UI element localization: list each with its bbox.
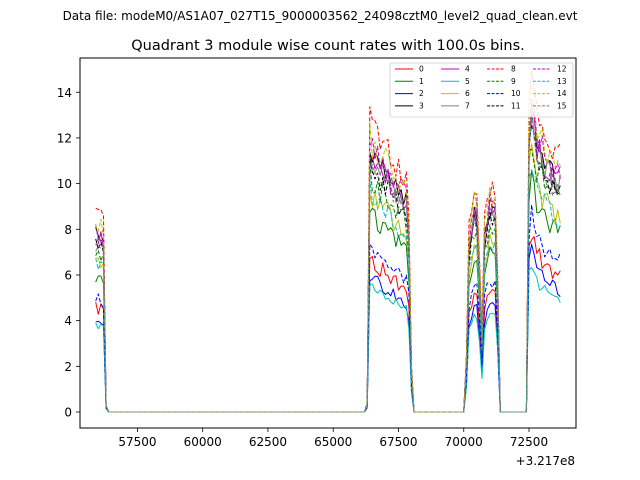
x-tick-label: 62500 (249, 435, 287, 449)
x-axis-offset-label: +3.217e8 (516, 454, 575, 468)
legend-label-7: 7 (465, 102, 470, 111)
series-line-8 (95, 70, 561, 413)
legend-label-5: 5 (465, 77, 470, 86)
series-line-5 (95, 267, 561, 413)
legend-label-10: 10 (511, 89, 521, 98)
x-tick-label: 65000 (314, 435, 352, 449)
figure-suptitle: Data file: modeM0/AS1A07_027T15_90000035… (63, 9, 578, 23)
legend-label-9: 9 (511, 77, 516, 86)
legend-label-6: 6 (465, 89, 470, 98)
x-tick-label: 60000 (184, 435, 222, 449)
legend-label-13: 13 (557, 77, 567, 86)
series-line-3 (95, 112, 561, 413)
series-line-12 (95, 102, 561, 413)
series-line-9 (95, 148, 561, 413)
series-line-13 (95, 169, 561, 413)
legend-label-8: 8 (511, 65, 516, 74)
legend-box (389, 62, 574, 118)
legend-label-0: 0 (419, 65, 424, 74)
x-tick-label: 57500 (118, 435, 156, 449)
y-tick-label: 8 (64, 223, 72, 237)
y-tick-label: 10 (57, 177, 72, 191)
series-line-0 (95, 236, 561, 413)
x-tick-label: 67500 (379, 435, 417, 449)
y-tick-label: 2 (64, 360, 72, 374)
y-tick-label: 12 (57, 131, 72, 145)
chart-title: Quadrant 3 module wise count rates with … (131, 38, 525, 54)
legend-label-2: 2 (419, 89, 424, 98)
legend-label-15: 15 (557, 102, 567, 111)
x-tick-label: 70000 (445, 435, 483, 449)
legend-label-3: 3 (419, 102, 424, 111)
x-tick-label: 72500 (510, 435, 548, 449)
plot-area-frame (79, 57, 577, 429)
series-line-15 (95, 118, 561, 413)
series-line-6 (95, 143, 561, 413)
series-line-4 (95, 111, 561, 413)
legend-label-4: 4 (465, 65, 470, 74)
series-line-7 (95, 99, 561, 413)
y-tick-label: 0 (64, 406, 72, 420)
legend-label-11: 11 (511, 102, 521, 111)
y-tick-label: 6 (64, 268, 72, 282)
legend-label-14: 14 (557, 89, 567, 98)
series-line-2 (95, 243, 561, 413)
legend-label-12: 12 (557, 65, 567, 74)
y-tick-label: 14 (57, 86, 72, 100)
series-lines (95, 70, 561, 413)
legend-label-1: 1 (419, 77, 424, 86)
series-line-11 (95, 124, 561, 413)
y-tick-label: 4 (64, 314, 72, 328)
axes: 57500 60000 62500 65000 67500 70000 72500 0 2 4 6 8… (57, 86, 548, 449)
